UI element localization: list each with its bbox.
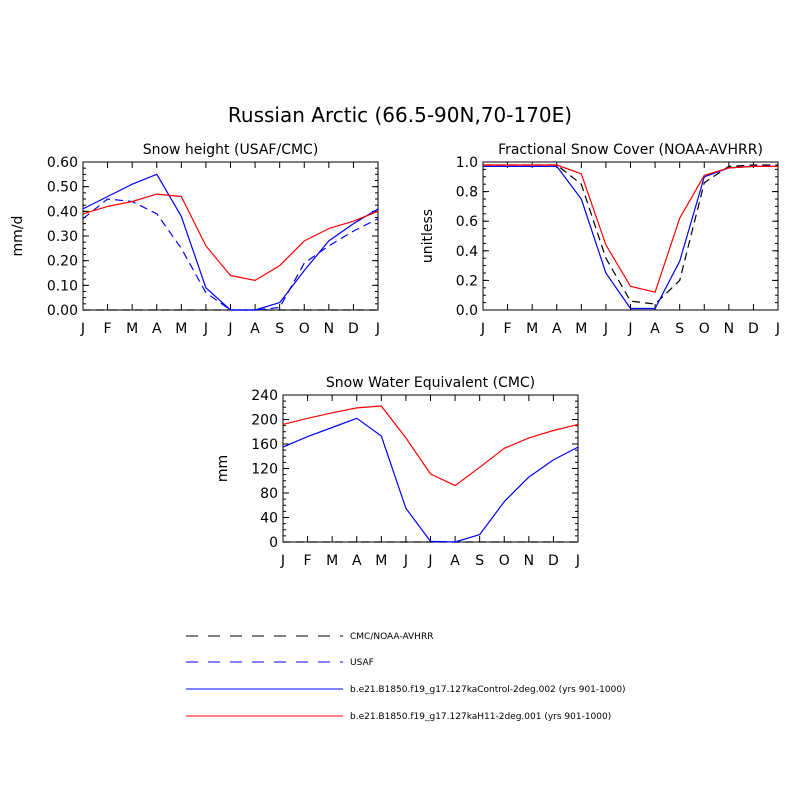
x-tick-label: O (299, 321, 310, 337)
y-tick-label: 0.20 (47, 254, 78, 270)
y-tick-label: 0.10 (47, 278, 78, 294)
series-line-3 (82, 193, 379, 281)
x-tick-label: S (275, 321, 284, 337)
x-tick-label: J (227, 321, 232, 337)
y-tick-label: 0.2 (456, 273, 478, 289)
y-tick-label: 0.50 (47, 180, 78, 196)
panel-snow-water-equivalent: Snow Water Equivalent (CMC) mm 0 40 80 120 160… (215, 375, 580, 569)
x-tick-label: N (324, 321, 334, 337)
x-tick-label: J (427, 553, 432, 569)
legend-label-2: b.e21.B1850.f19_g17.127kaControl-2deg.00… (350, 685, 626, 695)
y-tick-label: 200 (251, 413, 278, 429)
x-tick-label: O (699, 321, 710, 337)
y-tick-label: 0.6 (456, 214, 478, 230)
y-tick-label: 0 (269, 535, 278, 551)
plot-frame (482, 161, 779, 311)
series-line-2 (82, 173, 379, 311)
x-tick-label: M (526, 321, 538, 337)
panel-fractional-snow-cover: Fractional Snow Cover (NOAA-AVHRR) unitle… (420, 142, 780, 337)
panel-title: Snow Water Equivalent (CMC) (326, 375, 535, 391)
y-tick-label: 40 (260, 511, 278, 527)
x-tick-label: A (552, 321, 562, 337)
x-tick-label: A (250, 321, 260, 337)
series-line-2 (483, 164, 778, 293)
x-tick-label: M (375, 553, 387, 569)
x-tick-label: F (304, 553, 312, 569)
x-tick-label: O (499, 553, 510, 569)
x-tick-label: J (775, 321, 780, 337)
x-tick-label: M (326, 553, 338, 569)
x-tick-label: J (280, 553, 285, 569)
panel-snow-height: Snow height (USAF/CMC) mm/d 0.00 0.10 0.20 0.… (10, 142, 380, 337)
y-tick-label: 160 (251, 437, 278, 453)
x-tick-label: S (475, 553, 484, 569)
y-tick-label: 0.00 (47, 303, 78, 319)
x-tick-label: J (603, 321, 608, 337)
series-line-1 (282, 417, 579, 543)
x-tick-label: N (524, 553, 534, 569)
x-tick-label: M (175, 321, 187, 337)
y-tick-label: 0.60 (47, 155, 78, 171)
panel-title: Fractional Snow Cover (NOAA-AVHRR) (498, 142, 763, 158)
x-tick-label: D (748, 321, 759, 337)
plot-frame (82, 161, 379, 311)
x-tick-label: J (403, 553, 408, 569)
y-tick-label: 120 (251, 462, 278, 478)
y-tick-label: 80 (260, 486, 278, 502)
y-axis-label: mm/d (10, 216, 26, 257)
x-tick-label: M (126, 321, 138, 337)
x-tick-label: J (80, 321, 85, 337)
series-line-1 (483, 165, 778, 310)
y-tick-label: 0.0 (456, 303, 478, 319)
x-tick-label: A (352, 553, 362, 569)
plot-frame (282, 394, 579, 543)
x-tick-label: J (575, 553, 580, 569)
legend: CMC/NOAA-AVHRR USAF b.e21.B1850.f19_g17.12… (186, 632, 626, 722)
figure-title: Russian Arctic (66.5-90N,70-170E) (228, 103, 572, 127)
x-tick-label: D (348, 321, 359, 337)
y-tick-label: 0.4 (456, 244, 478, 260)
y-axis-label: mm (215, 455, 231, 482)
legend-label-0: CMC/NOAA-AVHRR (350, 632, 433, 642)
legend-label-1: USAF (350, 658, 374, 668)
x-tick-label: A (650, 321, 660, 337)
y-axis-label: unitless (420, 209, 436, 263)
x-tick-label: J (480, 321, 485, 337)
y-tick-label: 240 (251, 388, 278, 404)
panel-title: Snow height (USAF/CMC) (143, 142, 319, 158)
x-tick-label: J (203, 321, 208, 337)
x-tick-label: N (724, 321, 734, 337)
x-tick-label: J (375, 321, 380, 337)
x-tick-label: M (575, 321, 587, 337)
x-tick-label: A (450, 553, 460, 569)
x-tick-label: D (548, 553, 559, 569)
x-tick-label: F (104, 321, 112, 337)
x-tick-label: S (675, 321, 684, 337)
y-tick-label: 0.30 (47, 229, 78, 245)
x-tick-label: F (504, 321, 512, 337)
x-tick-label: J (627, 321, 632, 337)
series-line-1 (82, 198, 379, 311)
y-tick-label: 0.40 (47, 204, 78, 220)
x-tick-label: A (152, 321, 162, 337)
y-tick-label: 0.8 (456, 185, 478, 201)
series-line-2 (282, 405, 579, 487)
y-tick-label: 1.0 (456, 155, 478, 171)
legend-label-3: b.e21.B1850.f19_g17.127kaH11-2deg.001 (y… (350, 712, 611, 722)
series-line-0 (483, 164, 778, 305)
